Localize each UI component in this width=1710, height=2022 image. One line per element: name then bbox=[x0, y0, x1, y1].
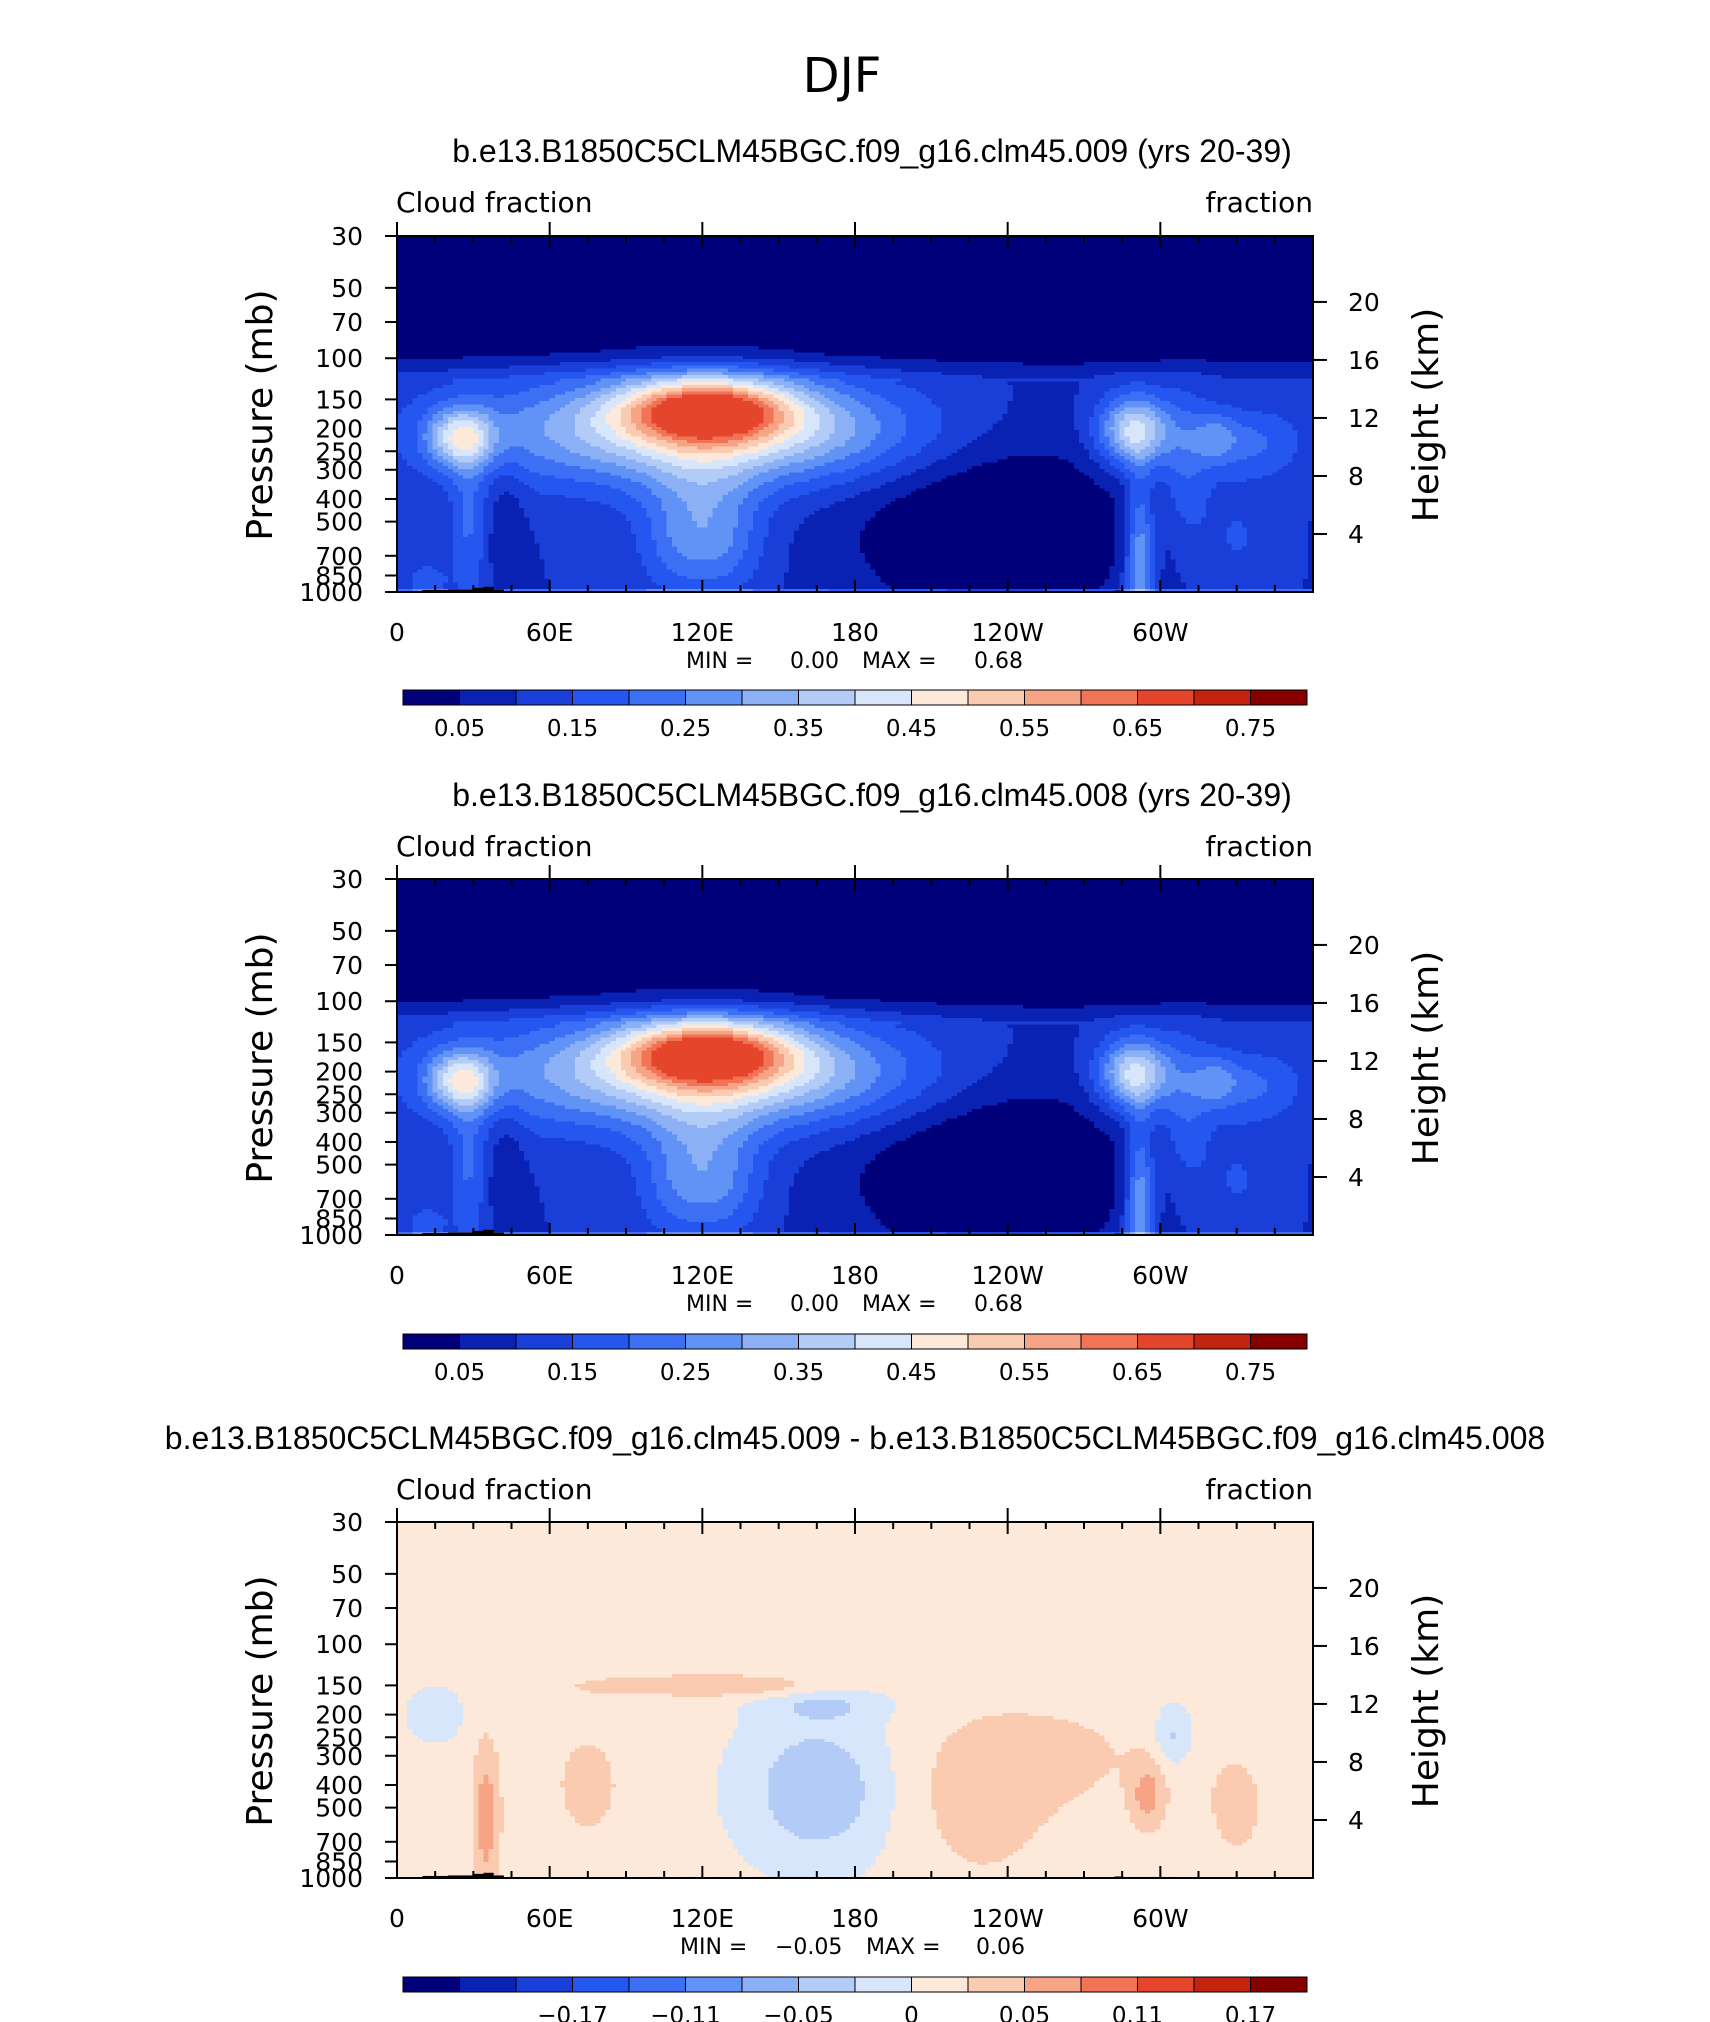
panel-1-ylabel: Pressure (mb) bbox=[240, 289, 281, 540]
panel-1-plot: 0 60E 120E 180 120W 60W3050701001502002503004… bbox=[299, 222, 1379, 647]
panel-1-left-label: Cloud fraction bbox=[396, 186, 592, 219]
contour-cells bbox=[397, 236, 1314, 593]
main-title: DJF bbox=[803, 48, 882, 104]
panel-1-ylabel-right: Height (km) bbox=[1406, 308, 1447, 522]
panel-1: b.e13.B1850C5CLM45BGC.f09_g16.clm45.009 … bbox=[240, 133, 1447, 742]
panel-1-title: b.e13.B1850C5CLM45BGC.f09_g16.clm45.009 … bbox=[452, 133, 1292, 169]
panel-1-right-label: fraction bbox=[1205, 186, 1313, 219]
